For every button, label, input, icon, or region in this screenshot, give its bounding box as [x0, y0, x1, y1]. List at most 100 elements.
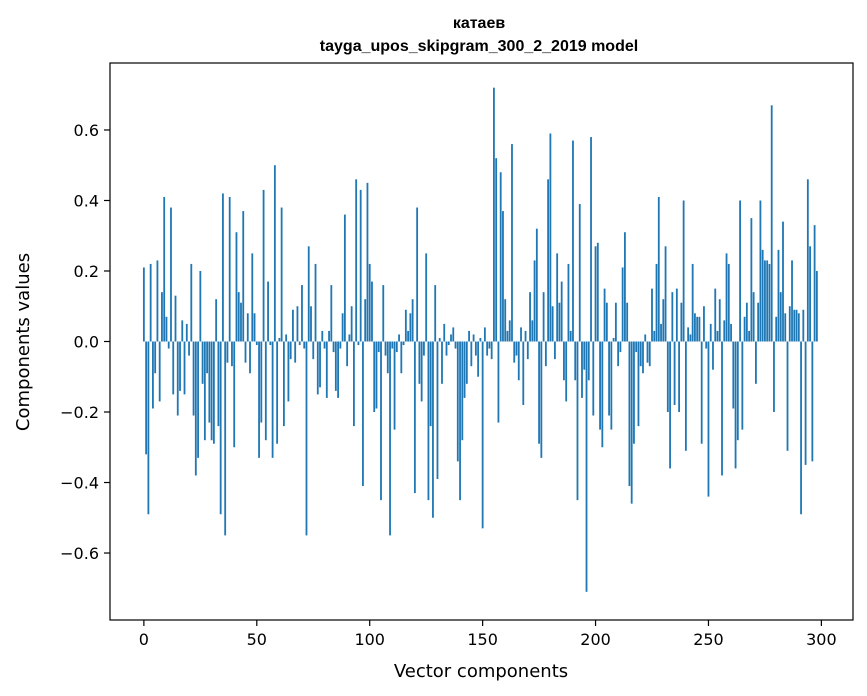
- bar: [436, 341, 439, 479]
- bar: [237, 292, 240, 342]
- bar: [276, 341, 279, 444]
- bar: [621, 267, 624, 342]
- bar: [601, 341, 604, 448]
- bar: [339, 341, 342, 349]
- bar: [574, 341, 577, 381]
- bar: [599, 341, 601, 430]
- bar: [678, 341, 681, 413]
- bar: [301, 285, 303, 342]
- bar: [811, 341, 814, 462]
- bar: [655, 263, 658, 342]
- bar: [465, 341, 468, 384]
- x-tick-label: 100: [354, 630, 385, 649]
- bar: [172, 341, 175, 395]
- bar: [673, 341, 676, 405]
- bar: [219, 341, 222, 515]
- bar: [497, 341, 500, 423]
- bar: [791, 260, 793, 342]
- bar: [346, 341, 349, 367]
- bar: [170, 207, 172, 342]
- bar: [323, 341, 326, 349]
- bar: [411, 299, 414, 342]
- bar: [407, 330, 410, 342]
- bar: [332, 341, 335, 353]
- bar: [535, 228, 538, 342]
- bar: [321, 330, 324, 342]
- bar: [441, 341, 443, 384]
- bar: [804, 341, 807, 465]
- bar: [161, 292, 163, 342]
- bar: [736, 341, 739, 441]
- bar: [709, 323, 712, 342]
- bar: [384, 341, 387, 356]
- bar: [714, 288, 717, 342]
- bar: [294, 341, 297, 363]
- bar: [149, 263, 152, 342]
- bar: [578, 204, 581, 342]
- bar: [540, 341, 543, 458]
- bar: [447, 341, 450, 346]
- bar: [739, 200, 741, 342]
- y-tick-label: 0.4: [74, 191, 99, 210]
- bar: [325, 341, 328, 398]
- bar: [253, 313, 256, 342]
- bar: [707, 341, 710, 497]
- bar: [380, 341, 382, 501]
- bar: [373, 341, 376, 413]
- bar: [793, 309, 796, 342]
- bar: [646, 341, 649, 363]
- bar: [285, 334, 288, 342]
- bar: [210, 341, 213, 441]
- bar: [353, 341, 355, 427]
- y-tick-label: −0.2: [60, 403, 99, 422]
- bar: [240, 302, 242, 342]
- bar: [648, 341, 651, 367]
- bar: [553, 341, 556, 360]
- bar: [199, 270, 202, 342]
- bar: [167, 341, 170, 349]
- bar: [603, 288, 606, 342]
- bar: [788, 306, 791, 342]
- bar: [759, 200, 762, 342]
- bar: [432, 341, 434, 518]
- bar: [212, 341, 215, 444]
- bar: [635, 341, 638, 353]
- bar: [310, 306, 312, 342]
- bar: [350, 306, 353, 342]
- bar: [628, 341, 631, 487]
- bar: [416, 207, 419, 342]
- bar: [784, 313, 787, 342]
- bar: [563, 341, 565, 381]
- bar: [592, 341, 595, 416]
- bar: [307, 246, 310, 342]
- bar: [176, 341, 179, 416]
- y-tick-label: 0.6: [74, 121, 99, 140]
- bar: [371, 281, 373, 342]
- bar: [328, 330, 330, 342]
- bar: [752, 292, 755, 342]
- bar: [764, 260, 766, 342]
- bar: [511, 144, 513, 342]
- bar: [481, 341, 484, 529]
- bar: [185, 323, 188, 342]
- bar: [246, 313, 249, 342]
- bar: [273, 165, 276, 342]
- bar: [400, 341, 403, 374]
- bar: [531, 320, 534, 342]
- bar: [614, 302, 617, 342]
- bar: [499, 172, 502, 342]
- x-axis-label: Vector components: [394, 661, 568, 682]
- bar: [404, 309, 407, 342]
- bar: [660, 323, 662, 342]
- bar: [233, 341, 236, 448]
- bar: [395, 341, 398, 353]
- bar: [723, 320, 726, 342]
- bar: [420, 341, 423, 402]
- bar: [732, 341, 735, 409]
- bar: [163, 196, 166, 342]
- y-tick-label: −0.4: [60, 474, 99, 493]
- bar: [581, 341, 583, 398]
- bar: [260, 341, 263, 423]
- bar: [517, 341, 520, 381]
- bar: [452, 327, 455, 342]
